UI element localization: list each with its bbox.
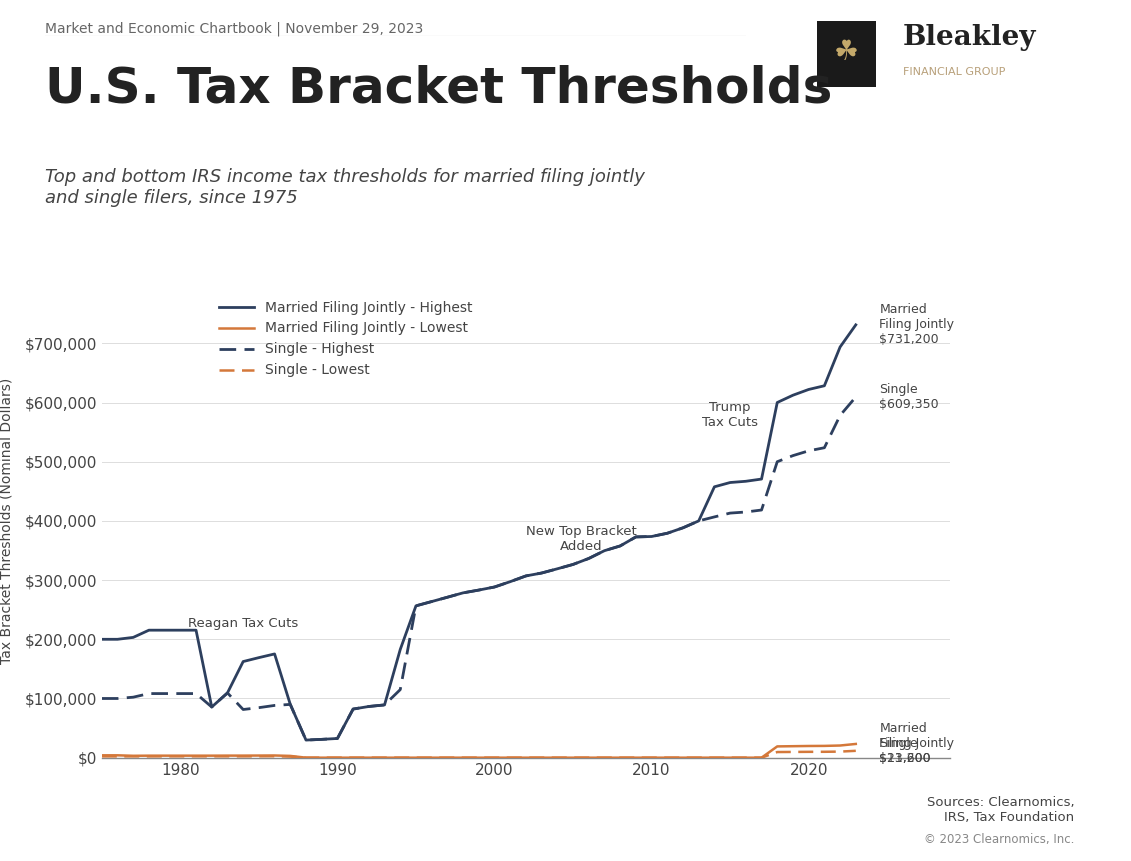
Y-axis label: Tax Bracket Thresholds (Nominal Dollars): Tax Bracket Thresholds (Nominal Dollars)	[0, 378, 14, 664]
Text: Married
Filing Jointly
$731,200: Married Filing Jointly $731,200	[880, 303, 955, 346]
Text: Sources: Clearnomics,
IRS, Tax Foundation: Sources: Clearnomics, IRS, Tax Foundatio…	[926, 796, 1074, 825]
Text: Bleakley: Bleakley	[903, 24, 1036, 51]
Text: FINANCIAL GROUP: FINANCIAL GROUP	[903, 67, 1005, 77]
Text: Single
$11,600: Single $11,600	[880, 737, 931, 765]
Text: Single
$609,350: Single $609,350	[880, 383, 939, 411]
Text: Reagan Tax Cuts: Reagan Tax Cuts	[188, 617, 299, 630]
Text: Trump
Tax Cuts: Trump Tax Cuts	[702, 401, 758, 429]
Text: Top and bottom IRS income tax thresholds for married filing jointly
and single f: Top and bottom IRS income tax thresholds…	[45, 168, 645, 207]
Text: New Top Bracket
Added: New Top Bracket Added	[526, 525, 637, 554]
Legend: Married Filing Jointly - Highest, Married Filing Jointly - Lowest, Single - High: Married Filing Jointly - Highest, Marrie…	[219, 300, 473, 377]
Text: Market and Economic Chartbook | November 29, 2023: Market and Economic Chartbook | November…	[45, 22, 423, 36]
Text: © 2023 Clearnomics, Inc.: © 2023 Clearnomics, Inc.	[924, 833, 1074, 846]
Text: U.S. Tax Bracket Thresholds: U.S. Tax Bracket Thresholds	[45, 65, 832, 113]
Text: Married
Filing Jointly
$23,200: Married Filing Jointly $23,200	[880, 722, 955, 765]
FancyBboxPatch shape	[818, 21, 877, 87]
Text: ☘: ☘	[835, 39, 860, 66]
